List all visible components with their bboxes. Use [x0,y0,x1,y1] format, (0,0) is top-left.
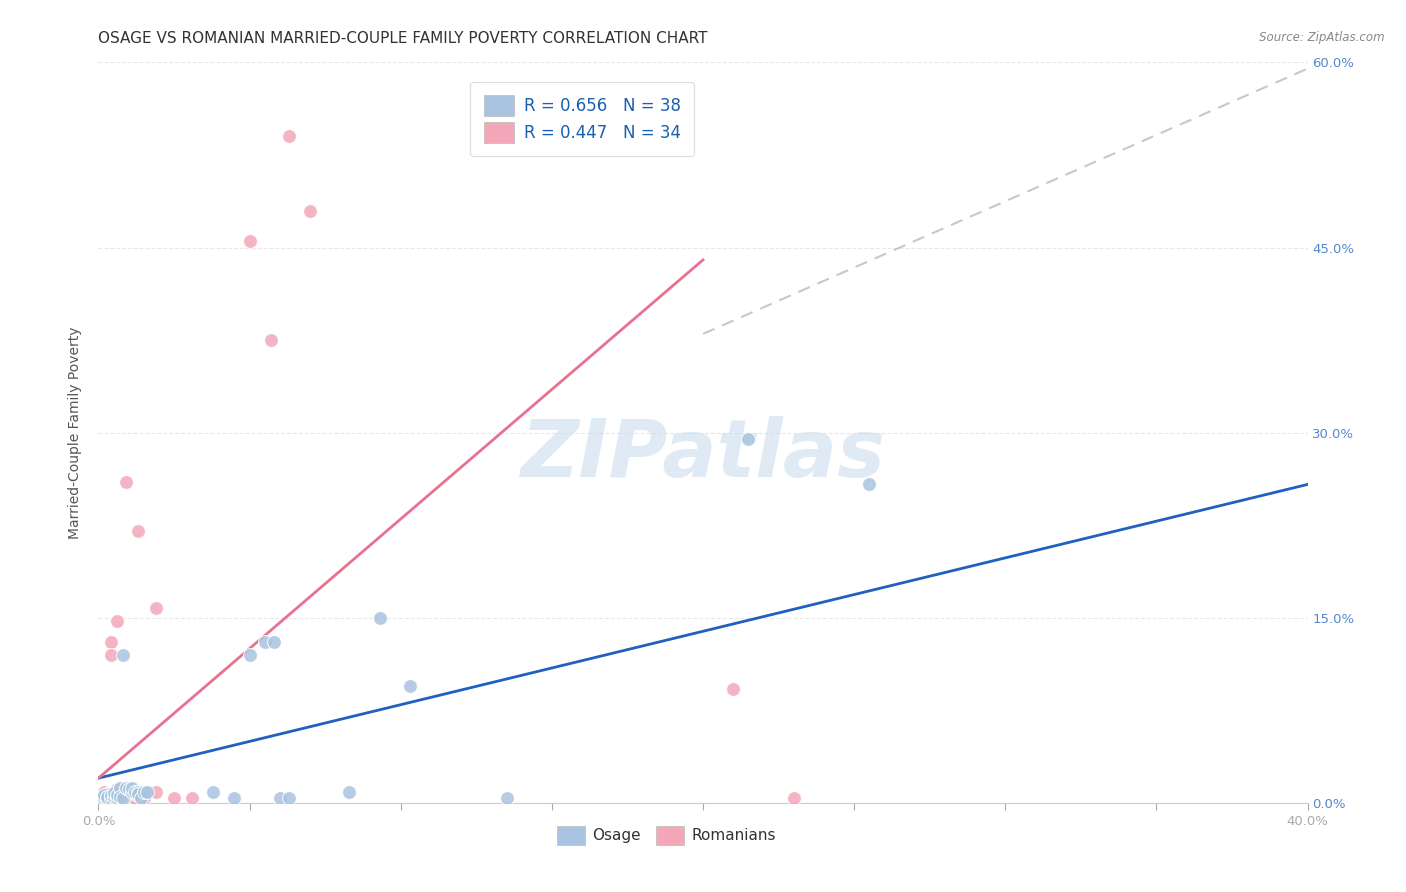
Point [93,785,115,799]
Point [105,789,128,803]
Point [858,477,880,491]
Point [121,780,143,795]
Point [111,790,134,805]
Text: ZIPatlas: ZIPatlas [520,416,886,494]
Point [121,790,143,805]
Point [398,679,420,693]
Point [127,785,149,799]
Point [253,635,276,649]
Point [277,790,299,805]
Point [93,790,115,805]
Text: Source: ZipAtlas.com: Source: ZipAtlas.com [1260,31,1385,45]
Point [111,648,134,662]
Legend: Osage, Romanians: Osage, Romanians [551,820,782,851]
Point [263,635,285,649]
Point [783,790,806,805]
Point [277,129,299,144]
Point [145,600,167,615]
Point [723,682,745,697]
Point [103,785,125,799]
Point [239,235,262,249]
Point [181,790,204,805]
Point [114,780,136,795]
Point [111,785,134,799]
Point [239,648,262,662]
Point [100,635,122,649]
Point [127,787,149,801]
Point [118,787,141,801]
Point [96,787,118,801]
Point [90,790,112,805]
Point [135,785,157,799]
Text: OSAGE VS ROMANIAN MARRIED-COUPLE FAMILY POVERTY CORRELATION CHART: OSAGE VS ROMANIAN MARRIED-COUPLE FAMILY … [98,31,707,46]
Point [145,785,167,799]
Point [260,333,283,347]
Point [96,792,118,806]
Point [105,790,128,805]
Y-axis label: Married-Couple Family Poverty: Married-Couple Family Poverty [69,326,83,539]
Point [368,610,391,624]
Point [100,648,122,662]
Point [108,790,131,805]
Point [124,787,146,801]
Point [114,475,136,489]
Point [96,789,118,804]
Point [100,790,122,805]
Point [103,789,125,804]
Point [224,790,246,805]
Point [737,432,759,446]
Point [202,785,225,799]
Point [108,780,131,795]
Point [124,785,146,799]
Point [163,790,186,805]
Point [114,785,136,799]
Point [90,789,112,804]
Point [111,790,134,805]
Point [127,524,149,539]
Point [121,785,143,799]
Point [269,790,291,805]
Point [132,790,155,805]
Point [129,790,152,805]
Point [103,786,125,800]
Point [105,782,128,797]
Point [100,789,122,803]
Point [108,789,131,804]
Point [124,790,146,805]
Point [114,790,136,805]
Point [495,790,517,805]
Point [108,787,131,801]
Point [337,785,360,799]
Point [118,782,141,797]
Point [299,203,322,218]
Point [105,787,128,801]
Point [132,785,155,799]
Point [118,787,141,801]
Point [93,789,115,803]
Point [105,615,128,629]
Point [118,785,141,799]
